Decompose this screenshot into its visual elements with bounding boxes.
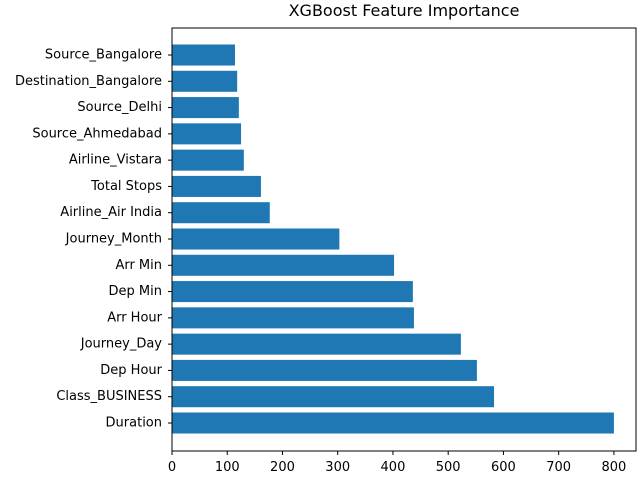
y-axis-ticks: Duration Class_BUSINESS Dep Hour Journey_Da… <box>15 48 172 431</box>
x-tick-label: 100 <box>215 460 240 475</box>
bar-source-bangalore <box>172 44 235 66</box>
bar-airline-vistara <box>172 149 244 171</box>
x-tick-label: 200 <box>270 460 295 475</box>
y-tick-label: Journey_Day <box>80 337 163 352</box>
y-tick-label: Source_Delhi <box>77 100 162 115</box>
x-tick-label: 400 <box>381 460 406 475</box>
y-tick-label: Total Stops <box>90 179 162 194</box>
y-tick-label: Arr Hour <box>107 310 162 325</box>
plot-frame <box>171 27 637 452</box>
bar-dep-hour <box>172 359 477 381</box>
y-tick-label: Duration <box>106 416 162 431</box>
y-tick-label: Source_Bangalore <box>45 48 162 63</box>
bar-dep-min <box>172 281 413 303</box>
bar-class-business <box>172 386 495 408</box>
y-tick-label: Airline_Vistara <box>69 153 162 168</box>
chart-title: XGBoost Feature Importance <box>289 1 520 20</box>
bar-arr-min <box>172 254 395 276</box>
bar-airline-air-india <box>172 202 270 224</box>
y-tick-label: Destination_Bangalore <box>15 74 162 89</box>
y-tick-label: Journey_Month <box>65 232 162 247</box>
bar-source-ahmedabad <box>172 123 242 145</box>
bar-arr-hour <box>172 307 414 329</box>
bar-total-stops <box>172 175 261 197</box>
y-tick-label: Class_BUSINESS <box>56 389 162 404</box>
bar-source-delhi <box>172 97 239 119</box>
bar-duration <box>172 412 614 434</box>
bars-group <box>172 44 614 434</box>
y-tick-label: Dep Hour <box>100 363 162 378</box>
x-tick-label: 700 <box>546 460 571 475</box>
x-tick-label: 300 <box>325 460 350 475</box>
x-tick-label: 500 <box>436 460 461 475</box>
y-tick-label: Arr Min <box>115 258 162 273</box>
x-axis-ticks: 0 100 200 300 400 500 600 700 800 <box>168 451 626 475</box>
bar-journey-month <box>172 228 340 250</box>
y-tick-label: Dep Min <box>109 284 162 299</box>
bar-journey-day <box>172 333 461 355</box>
y-tick-label: Airline_Air India <box>60 205 162 220</box>
x-tick-label: 0 <box>168 460 176 475</box>
x-tick-label: 600 <box>491 460 516 475</box>
y-tick-label: Source_Ahmedabad <box>32 126 162 141</box>
bar-destination-bangalore <box>172 70 238 92</box>
x-tick-label: 800 <box>601 460 626 475</box>
